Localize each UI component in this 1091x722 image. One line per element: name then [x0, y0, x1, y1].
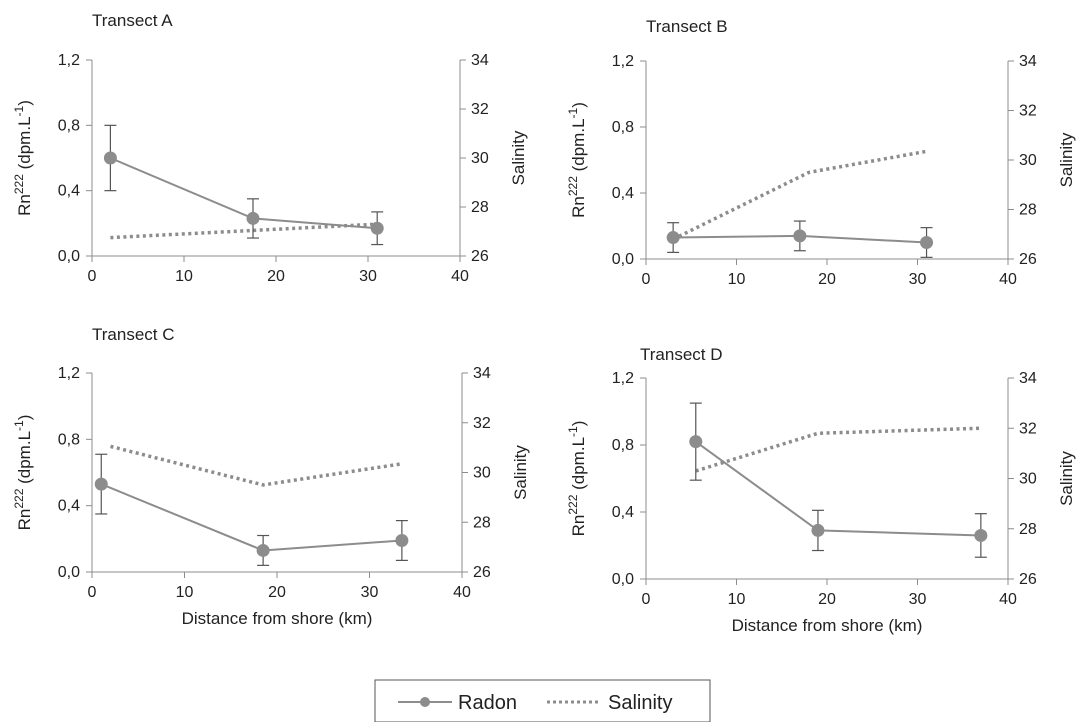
chart-title: Transect B [646, 17, 728, 36]
x-tick-label: 30 [359, 268, 377, 285]
chart-panel: Transect B 0 10 20 30 40 0,0 0,4 0,8 1,2 26 28 30 32 3… [566, 17, 1076, 288]
y2-tick-label: 26 [1019, 571, 1037, 588]
chart-panel: Transect C 0 10 20 30 40 0,0 0,4 0,8 1,2 26 28 30 32 3… [12, 325, 530, 628]
y2-tick-label: 34 [1019, 370, 1037, 387]
x-tick-label: 0 [88, 584, 97, 601]
legend-salinity-label: Salinity [608, 692, 672, 714]
chart-panel: Transect D 0 10 20 30 40 0,0 0,4 0,8 1,2 26 28 30 32 3… [566, 345, 1076, 635]
y-tick-label: 0,8 [58, 431, 80, 448]
x-tick-label: 10 [728, 271, 746, 288]
x-tick-label: 10 [175, 268, 193, 285]
x-tick-label: 30 [909, 271, 927, 288]
radon-point [246, 211, 260, 225]
radon-point [974, 528, 988, 542]
x-tick-label: 20 [818, 591, 836, 608]
radon-point [811, 523, 825, 537]
chart-title: Transect D [640, 345, 723, 364]
chart-panel: Transect A 0 10 20 30 40 0,0 0,4 0,8 1,2 26 28 30 32 3… [12, 11, 528, 285]
y2-tick-label: 34 [1019, 53, 1037, 70]
salinity-line [695, 426, 981, 473]
radon-line [695, 440, 981, 537]
radon-point [256, 543, 270, 557]
y-tick-label: 0,4 [612, 185, 634, 202]
radon-point [94, 477, 108, 491]
y2-tick-label: 28 [473, 514, 491, 531]
y2-tick-label: 34 [473, 365, 491, 382]
x-tick-label: 0 [642, 591, 651, 608]
y-tick-label: 1,2 [612, 53, 634, 70]
radon-point [666, 231, 680, 245]
x-axis-label: Distance from shore (km) [732, 616, 923, 635]
radon-point [395, 533, 409, 547]
y2-tick-label: 30 [1019, 471, 1037, 488]
y2-tick-label: 26 [473, 564, 491, 581]
y2-axis-label: Salinity [509, 130, 528, 185]
y2-tick-label: 30 [473, 465, 491, 482]
x-tick-label: 10 [728, 591, 746, 608]
salinity-line [110, 444, 403, 487]
salinity-line [110, 222, 378, 240]
y2-tick-label: 26 [471, 248, 489, 265]
y-axis-label: Rn222 (dpm.L-1) [12, 100, 34, 216]
legend: Radon Salinity [374, 679, 711, 722]
x-tick-label: 20 [818, 271, 836, 288]
chart-panels: Transect A 0 10 20 30 40 0,0 0,4 0,8 1,2 26 28 30 32 3… [12, 11, 1076, 635]
y-tick-label: 1,2 [58, 52, 80, 69]
y-tick-label: 0,4 [58, 183, 80, 200]
y2-tick-label: 28 [471, 199, 489, 216]
y2-tick-label: 34 [471, 52, 489, 69]
x-tick-label: 40 [999, 591, 1017, 608]
y2-tick-label: 32 [473, 415, 491, 432]
y-tick-label: 0,0 [612, 571, 634, 588]
y2-tick-label: 26 [1019, 251, 1037, 268]
x-tick-label: 20 [267, 268, 285, 285]
radon-point [689, 435, 703, 449]
y-tick-label: 1,2 [58, 365, 80, 382]
y2-axis-label: Salinity [511, 445, 530, 500]
radon-point [103, 151, 117, 165]
x-tick-label: 30 [361, 584, 379, 601]
y-tick-label: 0,0 [58, 248, 80, 265]
legend-radon-label: Radon [458, 692, 517, 714]
y-axis-label: Rn222 (dpm.L-1) [12, 415, 34, 531]
x-tick-label: 20 [268, 584, 286, 601]
legend-radon-marker [420, 697, 430, 707]
x-tick-label: 40 [999, 271, 1017, 288]
x-tick-label: 40 [453, 584, 471, 601]
x-axis-label: Distance from shore (km) [182, 609, 373, 628]
x-tick-label: 0 [642, 271, 651, 288]
y-tick-label: 0,0 [58, 564, 80, 581]
y-axis-label: Rn222 (dpm.L-1) [566, 102, 588, 218]
y2-tick-label: 32 [1019, 103, 1037, 120]
y2-tick-label: 32 [1019, 420, 1037, 437]
y-tick-label: 0,4 [58, 498, 80, 515]
radon-point [370, 221, 384, 235]
x-tick-label: 40 [451, 268, 469, 285]
y-tick-label: 0,8 [58, 117, 80, 134]
chart-title: Transect A [92, 11, 173, 30]
y2-tick-label: 28 [1019, 202, 1037, 219]
y-axis-label: Rn222 (dpm.L-1) [566, 421, 588, 537]
y-tick-label: 1,2 [612, 370, 634, 387]
chart-title: Transect C [92, 325, 175, 344]
radon-line [110, 157, 378, 230]
x-tick-label: 30 [909, 591, 927, 608]
x-tick-label: 10 [176, 584, 194, 601]
y-tick-label: 0,8 [612, 437, 634, 454]
y2-tick-label: 32 [471, 101, 489, 118]
radon-point [793, 229, 807, 243]
radon-point [920, 236, 934, 249]
y2-tick-label: 28 [1019, 521, 1037, 538]
y2-tick-label: 30 [471, 150, 489, 167]
x-tick-label: 0 [88, 268, 97, 285]
y-tick-label: 0,8 [612, 119, 634, 136]
y2-axis-label: Salinity [1057, 132, 1076, 187]
radon-line [100, 483, 402, 552]
y2-tick-label: 30 [1019, 152, 1037, 169]
y-tick-label: 0,4 [612, 504, 634, 521]
y2-axis-label: Salinity [1057, 451, 1076, 506]
y-tick-label: 0,0 [612, 251, 634, 268]
salinity-line [672, 149, 927, 241]
